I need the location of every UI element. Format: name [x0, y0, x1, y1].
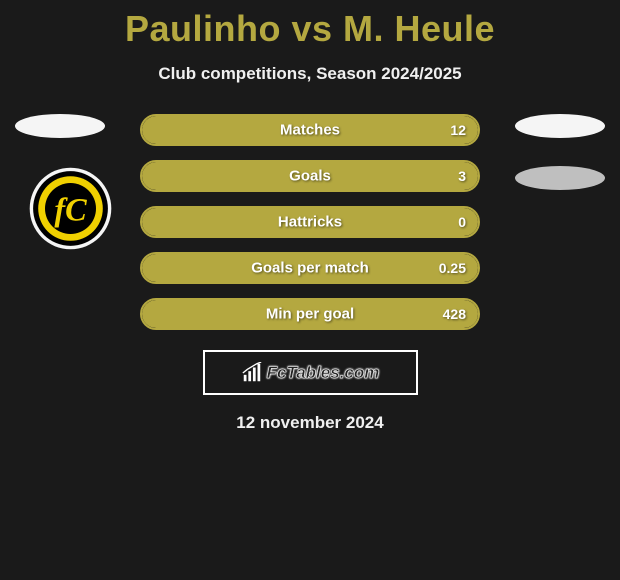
stat-label: Hattricks: [278, 214, 342, 231]
club-left-badge: fC: [28, 166, 113, 251]
subtitle: Club competitions, Season 2024/2025: [0, 64, 620, 84]
stat-label: Matches: [280, 122, 340, 139]
date-text: 12 november 2024: [0, 413, 620, 433]
stat-value: 428: [443, 306, 466, 322]
page-title: Paulinho vs M. Heule: [0, 8, 620, 50]
stat-row-goals: Goals 3: [140, 160, 480, 192]
stat-row-min-per-goal: Min per goal 428: [140, 298, 480, 330]
stat-label: Goals: [289, 168, 331, 185]
stat-value: 3: [458, 168, 466, 184]
club-badge-icon: fC: [28, 166, 113, 251]
player-right-avatar-placeholder: [515, 114, 605, 138]
stat-value: 0: [458, 214, 466, 230]
brand-box[interactable]: FcTables.com: [203, 350, 418, 395]
stat-label: Min per goal: [266, 306, 354, 323]
stat-value: 0.25: [439, 260, 466, 276]
bar-chart-icon: [241, 362, 263, 384]
stat-row-matches: Matches 12: [140, 114, 480, 146]
stat-label: Goals per match: [251, 260, 369, 277]
player-left-avatar-placeholder: [15, 114, 105, 138]
brand-text: FcTables.com: [267, 363, 380, 383]
stat-rows: Matches 12 Goals 3 Hattricks 0 Goals per…: [140, 114, 480, 330]
club-right-placeholder: [515, 166, 605, 190]
stats-area: fC Matches 12 Goals 3 Hattricks 0 Goals …: [0, 114, 620, 433]
stat-row-goals-per-match: Goals per match 0.25: [140, 252, 480, 284]
svg-text:fC: fC: [54, 191, 87, 227]
comparison-card: Paulinho vs M. Heule Club competitions, …: [0, 0, 620, 433]
stat-row-hattricks: Hattricks 0: [140, 206, 480, 238]
stat-value: 12: [450, 122, 466, 138]
